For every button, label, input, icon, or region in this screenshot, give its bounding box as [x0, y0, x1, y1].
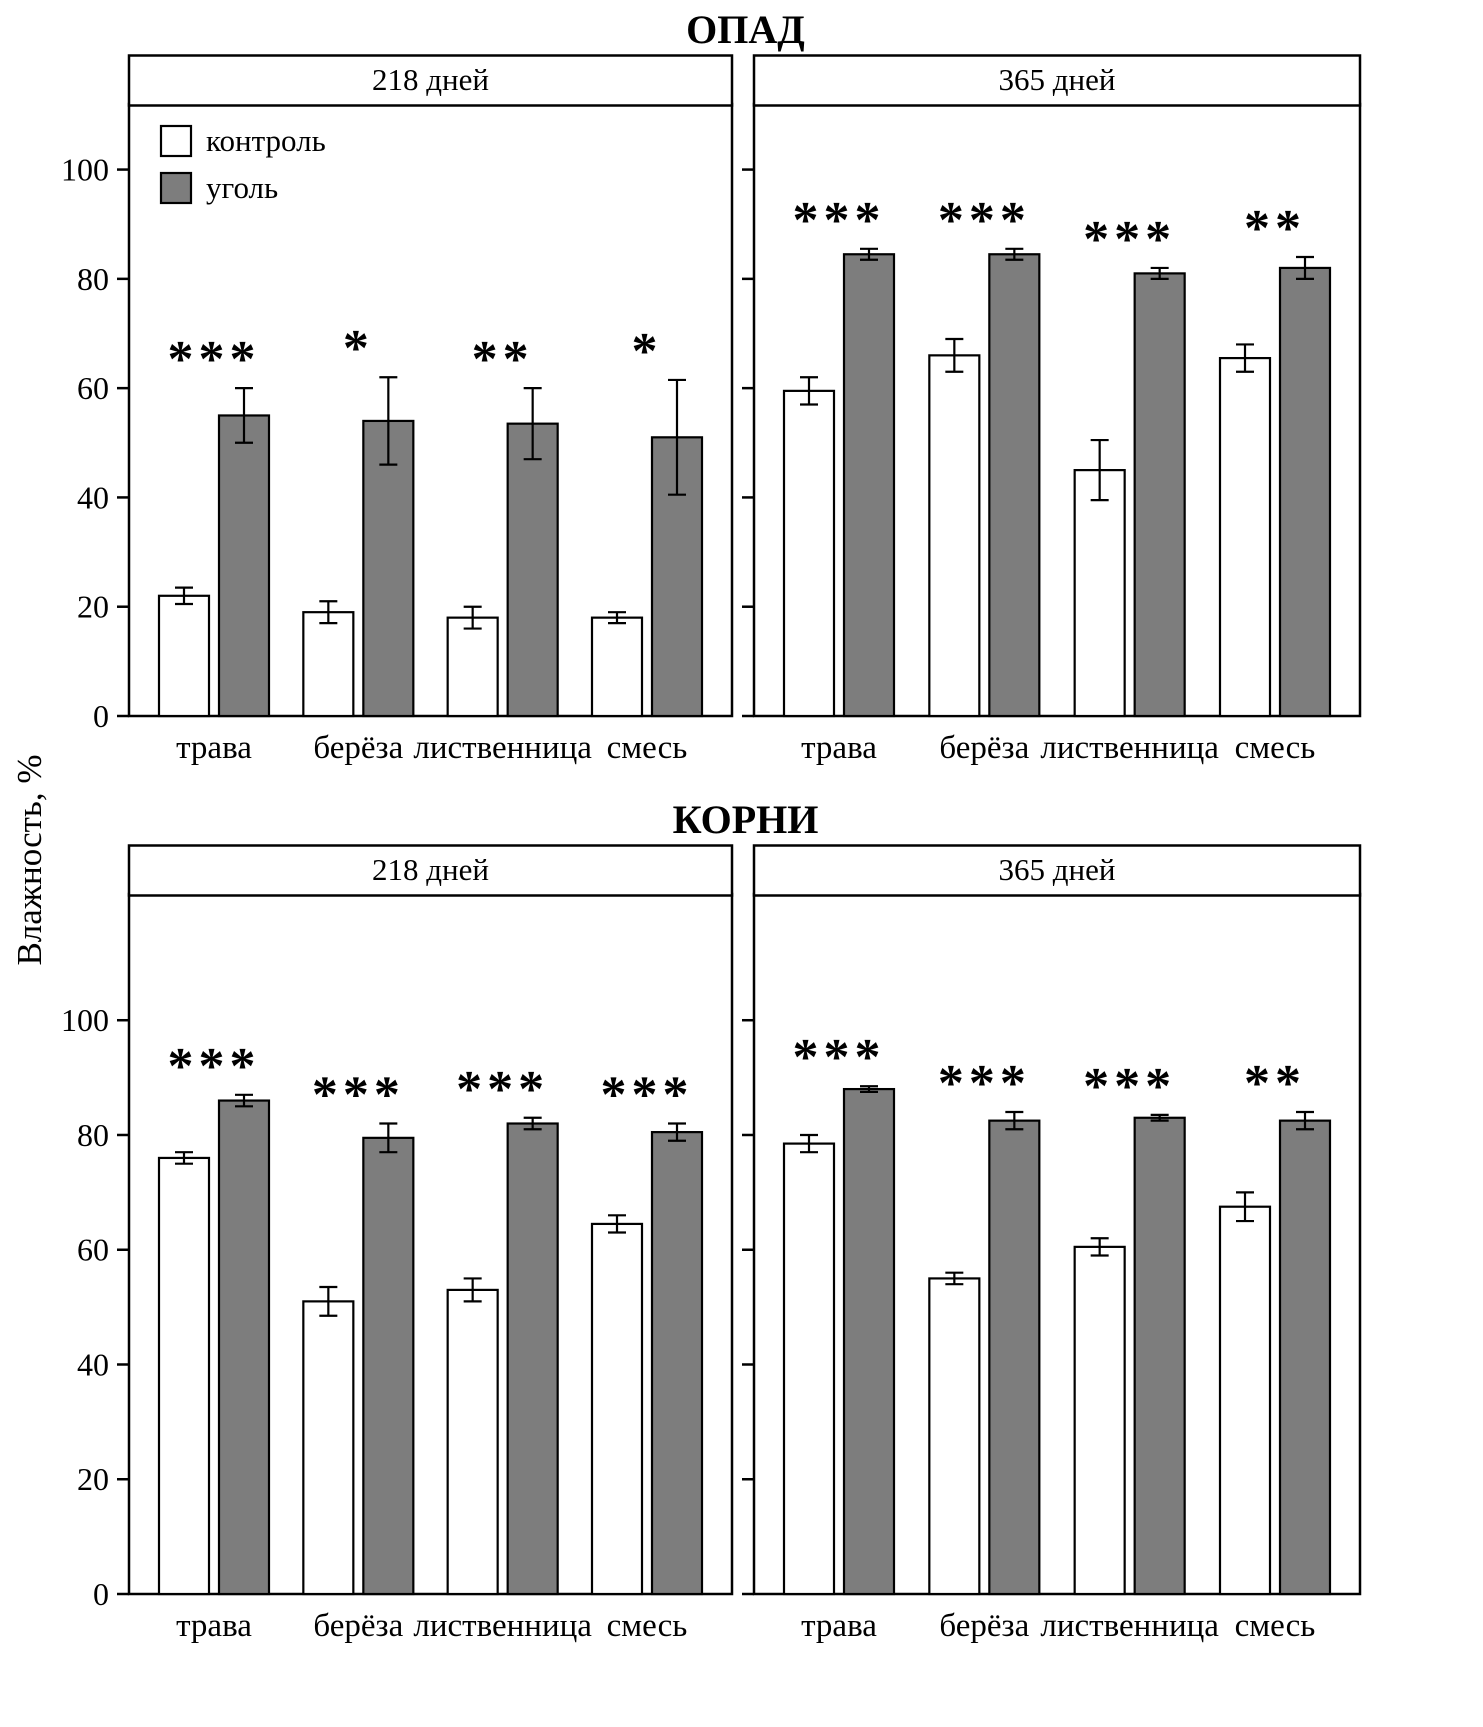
svg-text:0: 0 [93, 1576, 109, 1612]
svg-text:смесь: смесь [1235, 730, 1316, 766]
svg-text:***: *** [1083, 1058, 1176, 1115]
svg-text:смесь: смесь [1235, 1608, 1316, 1644]
svg-text:20: 20 [77, 1461, 109, 1497]
svg-text:**: ** [1244, 200, 1306, 257]
chart-korni-218: 218 дней 0 20 40 60 80 100 *** трава *** берёза ***… [61, 844, 734, 1644]
svg-text:смесь: смесь [607, 730, 688, 766]
svg-text:берёза: берёза [939, 1608, 1029, 1644]
section-title-opad: ОПАД [686, 7, 805, 52]
svg-text:берёза: берёза [313, 1608, 403, 1644]
svg-text:365 дней: 365 дней [999, 852, 1116, 887]
svg-text:80: 80 [77, 1117, 109, 1153]
chart-opad-218: 218 дней 0 20 40 60 80 100 *** трава * берёза ** лис… [61, 54, 734, 766]
svg-text:100: 100 [61, 152, 109, 188]
svg-text:лиственница: лиственница [1040, 1608, 1219, 1644]
svg-text:100: 100 [61, 1002, 109, 1038]
svg-text:уголь: уголь [206, 170, 278, 205]
svg-text:*: * [632, 323, 663, 380]
svg-text:***: *** [793, 192, 886, 249]
svg-text:***: *** [168, 1038, 261, 1095]
svg-text:лиственница: лиственница [413, 730, 592, 766]
svg-text:60: 60 [77, 1232, 109, 1268]
section-korni-panels: 218 дней 0 20 40 60 80 100 *** трава *** берёза ***… [34, 844, 1362, 1654]
svg-text:***: *** [938, 1055, 1031, 1112]
svg-text:218 дней: 218 дней [372, 852, 489, 887]
svg-text:**: ** [472, 331, 534, 388]
svg-text:80: 80 [77, 261, 109, 297]
chart-korni-365: 365 дней *** трава *** берёза *** лиственница *… [742, 844, 1362, 1644]
svg-text:смесь: смесь [607, 1608, 688, 1644]
svg-text:60: 60 [77, 370, 109, 406]
svg-text:трава: трава [176, 730, 252, 766]
svg-text:контроль: контроль [206, 123, 326, 158]
section-opad-panels: 218 дней 0 20 40 60 80 100 *** трава * берёза ** лис… [34, 54, 1362, 774]
svg-text:берёза: берёза [939, 730, 1029, 766]
svg-text:***: *** [793, 1029, 886, 1086]
svg-text:*: * [343, 320, 374, 377]
svg-text:лиственница: лиственница [1040, 730, 1219, 766]
svg-text:***: *** [168, 331, 261, 388]
svg-text:трава: трава [801, 730, 877, 766]
svg-text:***: *** [312, 1067, 405, 1124]
svg-text:трава: трава [176, 1608, 252, 1644]
svg-text:0: 0 [93, 698, 109, 734]
svg-text:берёза: берёза [313, 730, 403, 766]
svg-text:***: *** [938, 192, 1031, 249]
svg-text:40: 40 [77, 1346, 109, 1382]
y-axis-label: Влажность, % [10, 754, 49, 966]
svg-text:20: 20 [77, 589, 109, 625]
svg-text:***: *** [601, 1067, 694, 1124]
figure-content: ОПАД 218 дней 0 20 40 60 80 100 *** трава * берёза… [34, 0, 1362, 1654]
section-title-korni: КОРНИ [672, 797, 819, 842]
svg-text:***: *** [1083, 211, 1176, 268]
svg-text:40: 40 [77, 479, 109, 515]
svg-text:365 дней: 365 дней [999, 62, 1116, 97]
svg-text:**: ** [1244, 1055, 1306, 1112]
svg-text:лиственница: лиственница [413, 1608, 592, 1644]
chart-opad-365: 365 дней *** трава *** берёза *** лиственница *… [742, 54, 1362, 766]
svg-text:218 дней: 218 дней [372, 62, 489, 97]
svg-text:***: *** [456, 1061, 549, 1118]
svg-text:трава: трава [801, 1608, 877, 1644]
